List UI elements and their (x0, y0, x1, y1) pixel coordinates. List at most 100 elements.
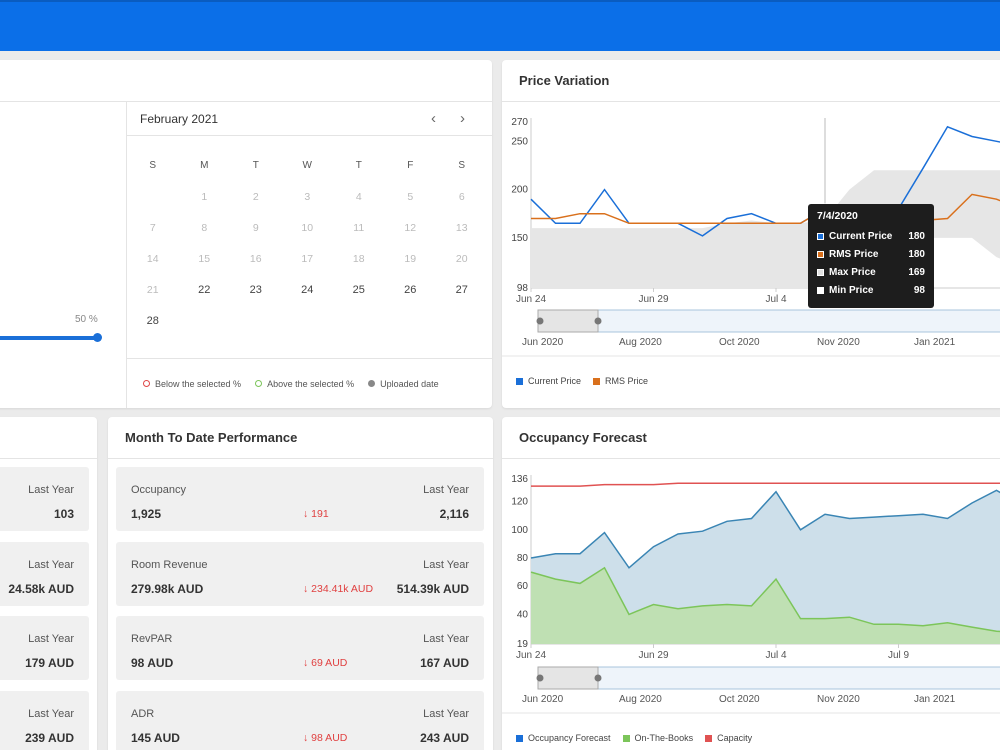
threshold-slider-handle[interactable] (93, 333, 102, 342)
calendar-day: 7 (149, 221, 156, 234)
legend-label: Occupancy Forecast (528, 733, 611, 743)
last-year-kpi-box: Last Year 179 AUD (0, 616, 89, 680)
chevron-right-icon[interactable]: › (460, 110, 465, 127)
tooltip-value: 180 (908, 248, 925, 260)
tooltip-value: 180 (908, 230, 925, 242)
capacity-line[interactable] (531, 482, 1000, 487)
navigator-date-label: Jan 2021 (914, 337, 956, 348)
legend-item[interactable]: RMS Price (593, 376, 648, 386)
on-the-books-line[interactable] (530, 566, 1000, 633)
legend-item[interactable]: Occupancy Forecast (516, 733, 611, 743)
last-year-value: 514.39k AUD (396, 581, 469, 596)
tooltip-row: Max Price 169 (817, 263, 925, 281)
red-ring-icon (143, 380, 150, 387)
calendar-day[interactable]: 25 (352, 283, 365, 296)
calendar-day[interactable]: 28 (146, 314, 159, 327)
kpi-label: Occupancy (131, 484, 187, 496)
kpi-value: 279.98k AUD (131, 581, 204, 596)
navigator-right-handle[interactable] (594, 317, 602, 325)
calendar-panel: February 2021 ‹ › S M T W T F S 1 2 3 4 5 6 7 8 9 10 11 12… (127, 102, 492, 408)
legend-below: Below the selected % (143, 379, 241, 389)
y-tick-label: 80 (517, 553, 529, 564)
legend-uploaded: Uploaded date (368, 379, 439, 389)
calendar-day: 2 (252, 190, 259, 203)
navigator-selected-range[interactable] (597, 309, 1000, 333)
last-year-label: Last Year (423, 707, 469, 720)
x-tick-label: Jun 24 (516, 294, 546, 305)
x-tick-label: Jul 9 (888, 650, 910, 661)
weekday-label: S (458, 160, 466, 171)
series-swatch-icon (817, 250, 824, 258)
calendar-day[interactable]: 27 (455, 283, 468, 296)
navigator-left-handle[interactable] (536, 317, 544, 325)
tooltip-value: 98 (913, 284, 925, 296)
legend-item[interactable]: Capacity (705, 733, 752, 743)
y-tick-label: 136 (511, 474, 528, 485)
y-tick-label: 19 (517, 639, 529, 650)
navigator-right-handle[interactable] (594, 674, 602, 682)
legend-label: On-The-Books (634, 733, 694, 743)
last-year-value: 2,116 (439, 507, 469, 521)
kpi-value: 98 AUD (131, 656, 174, 670)
weekday-label: T (355, 160, 362, 171)
calendar-day: 21 (146, 283, 159, 296)
legend-swatch-icon (705, 735, 713, 743)
occupancy-forecast-title: Occupancy Forecast (502, 417, 1000, 459)
tooltip-date: 7/4/2020 (817, 210, 858, 222)
tooltip-row: RMS Price 180 (817, 245, 925, 263)
kpi-label: ADR (131, 707, 155, 720)
legend-label: Capacity (717, 733, 753, 743)
legend-above: Above the selected % (255, 379, 354, 389)
y-tick-label: 150 (511, 233, 528, 244)
calendar-day: 18 (352, 252, 365, 265)
chevron-left-icon[interactable]: ‹ (431, 110, 436, 127)
calendar-day[interactable]: 26 (404, 283, 417, 296)
last-year-label: Last Year (28, 633, 74, 645)
calendar-day: 12 (404, 221, 417, 234)
last-year-label: Last Year (28, 707, 74, 720)
calendar-legend: Below the selected % Above the selected … (127, 358, 492, 408)
last-year-value: 24.58k AUD (8, 581, 74, 596)
y-tick-label: 40 (517, 609, 529, 620)
series-swatch-icon (817, 232, 824, 240)
weekday-label: W (302, 160, 312, 171)
kpi-value: 1,925 (131, 507, 162, 521)
legend-swatch-icon (593, 378, 601, 386)
calendar-month-title: February 2021 (140, 111, 219, 126)
navigator-date-label: Nov 2020 (817, 337, 860, 348)
calendar-day[interactable]: 23 (249, 283, 262, 296)
calendar-week-row: 7 8 9 10 11 12 13 (127, 212, 488, 243)
navigator-window[interactable] (537, 666, 599, 690)
y-tick-label: 100 (511, 525, 528, 536)
kpi-delta: ↓ 234.41k AUD (303, 582, 374, 595)
calendar-month-bar: February 2021 ‹ › (127, 102, 492, 136)
navigator-left-handle[interactable] (536, 674, 544, 682)
calendar-day[interactable]: 24 (301, 283, 314, 296)
threshold-slider-track[interactable] (0, 336, 97, 340)
navigator-selected-range[interactable] (597, 666, 1000, 690)
x-tick-label: Jun 24 (516, 650, 546, 661)
legend-item[interactable]: On-The-Books (622, 733, 694, 743)
top-app-bar (0, 0, 1000, 51)
forecast-line[interactable] (530, 489, 1000, 569)
last-year-kpi-box: Last Year 103 (0, 467, 89, 531)
last-year-label: Last Year (28, 558, 74, 571)
price-variation-title: Price Variation (502, 60, 1000, 102)
y-tick-label: 120 (511, 497, 528, 508)
occupancy-forecast-chart[interactable]: 19 40 60 80 100 120 136 Jun 24 Jun 29 Jul 4 Jul 9 J… (502, 459, 1000, 750)
last-year-card: Last Year 103 Last Year 24.58k AUD Last Year… (0, 417, 97, 750)
tooltip-row: Current Price 180 (817, 227, 925, 245)
calendar-week-row: 14 15 16 17 18 19 20 (127, 243, 488, 274)
y-tick-label: 270 (511, 117, 528, 128)
y-tick-label: 98 (517, 283, 529, 294)
navigator-window[interactable] (537, 309, 599, 333)
series-swatch-icon (817, 268, 824, 276)
kpi-delta: ↓ 191 (303, 508, 329, 520)
x-tick-label: Jun 29 (638, 294, 668, 305)
kpi-label: Room Revenue (131, 558, 208, 571)
navigator-date-label: Aug 2020 (619, 694, 662, 705)
calendar-day[interactable]: 22 (198, 283, 211, 296)
tooltip-label: Current Price (829, 230, 893, 242)
x-tick-label: Jun 29 (638, 650, 668, 661)
legend-item[interactable]: Current Price (516, 376, 581, 386)
